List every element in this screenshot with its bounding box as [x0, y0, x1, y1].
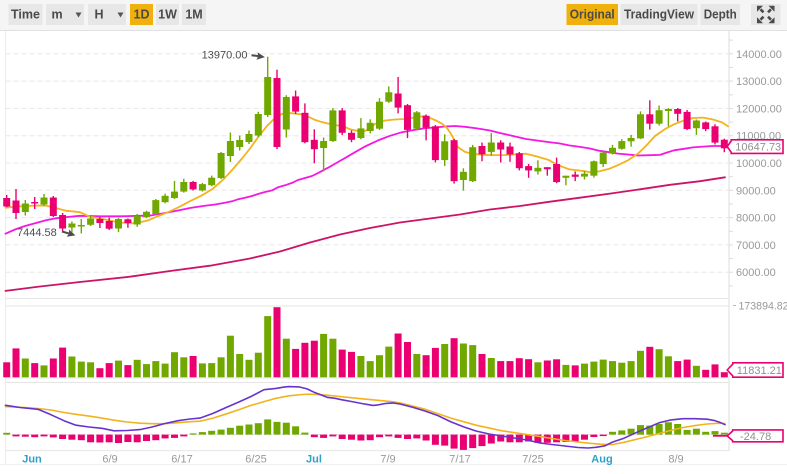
svg-text:7/9: 7/9 [380, 454, 395, 466]
svg-text:6/9: 6/9 [102, 454, 117, 466]
svg-text:1D: 1D [134, 8, 150, 22]
svg-text:Jun: Jun [22, 454, 42, 466]
svg-text:Aug: Aug [591, 454, 612, 466]
svg-text:Depth: Depth [704, 8, 737, 22]
svg-text:8/9: 8/9 [668, 454, 683, 466]
svg-text:6/17: 6/17 [171, 454, 192, 466]
svg-text:7444.58: 7444.58 [17, 227, 57, 239]
svg-text:TradingView: TradingView [624, 8, 694, 22]
svg-text:8000.00: 8000.00 [736, 213, 776, 225]
svg-text:11831.21: 11831.21 [737, 365, 782, 377]
svg-text:1W: 1W [158, 8, 177, 22]
svg-text:10000.00: 10000.00 [736, 158, 782, 170]
svg-text:m: m [51, 8, 62, 22]
svg-text:H: H [94, 8, 103, 22]
svg-text:10647.73: 10647.73 [735, 142, 781, 154]
svg-text:12000.00: 12000.00 [736, 103, 782, 115]
svg-text:Original: Original [570, 8, 615, 22]
svg-text:6000.00: 6000.00 [736, 267, 776, 279]
svg-text:13000.00: 13000.00 [736, 76, 782, 88]
svg-text:Jul: Jul [306, 454, 322, 466]
svg-text:7/17: 7/17 [449, 454, 470, 466]
svg-text:14000.00: 14000.00 [736, 49, 782, 61]
svg-text:7/25: 7/25 [522, 454, 543, 466]
svg-text:1M: 1M [185, 8, 202, 22]
svg-text:9000.00: 9000.00 [736, 185, 776, 197]
svg-text:6/25: 6/25 [245, 454, 266, 466]
svg-text:13970.00: 13970.00 [202, 49, 248, 61]
svg-text:-24.78: -24.78 [740, 431, 771, 443]
svg-text:173894.82: 173894.82 [739, 300, 787, 312]
svg-text:Time: Time [11, 8, 40, 22]
svg-text:7000.00: 7000.00 [736, 240, 776, 252]
